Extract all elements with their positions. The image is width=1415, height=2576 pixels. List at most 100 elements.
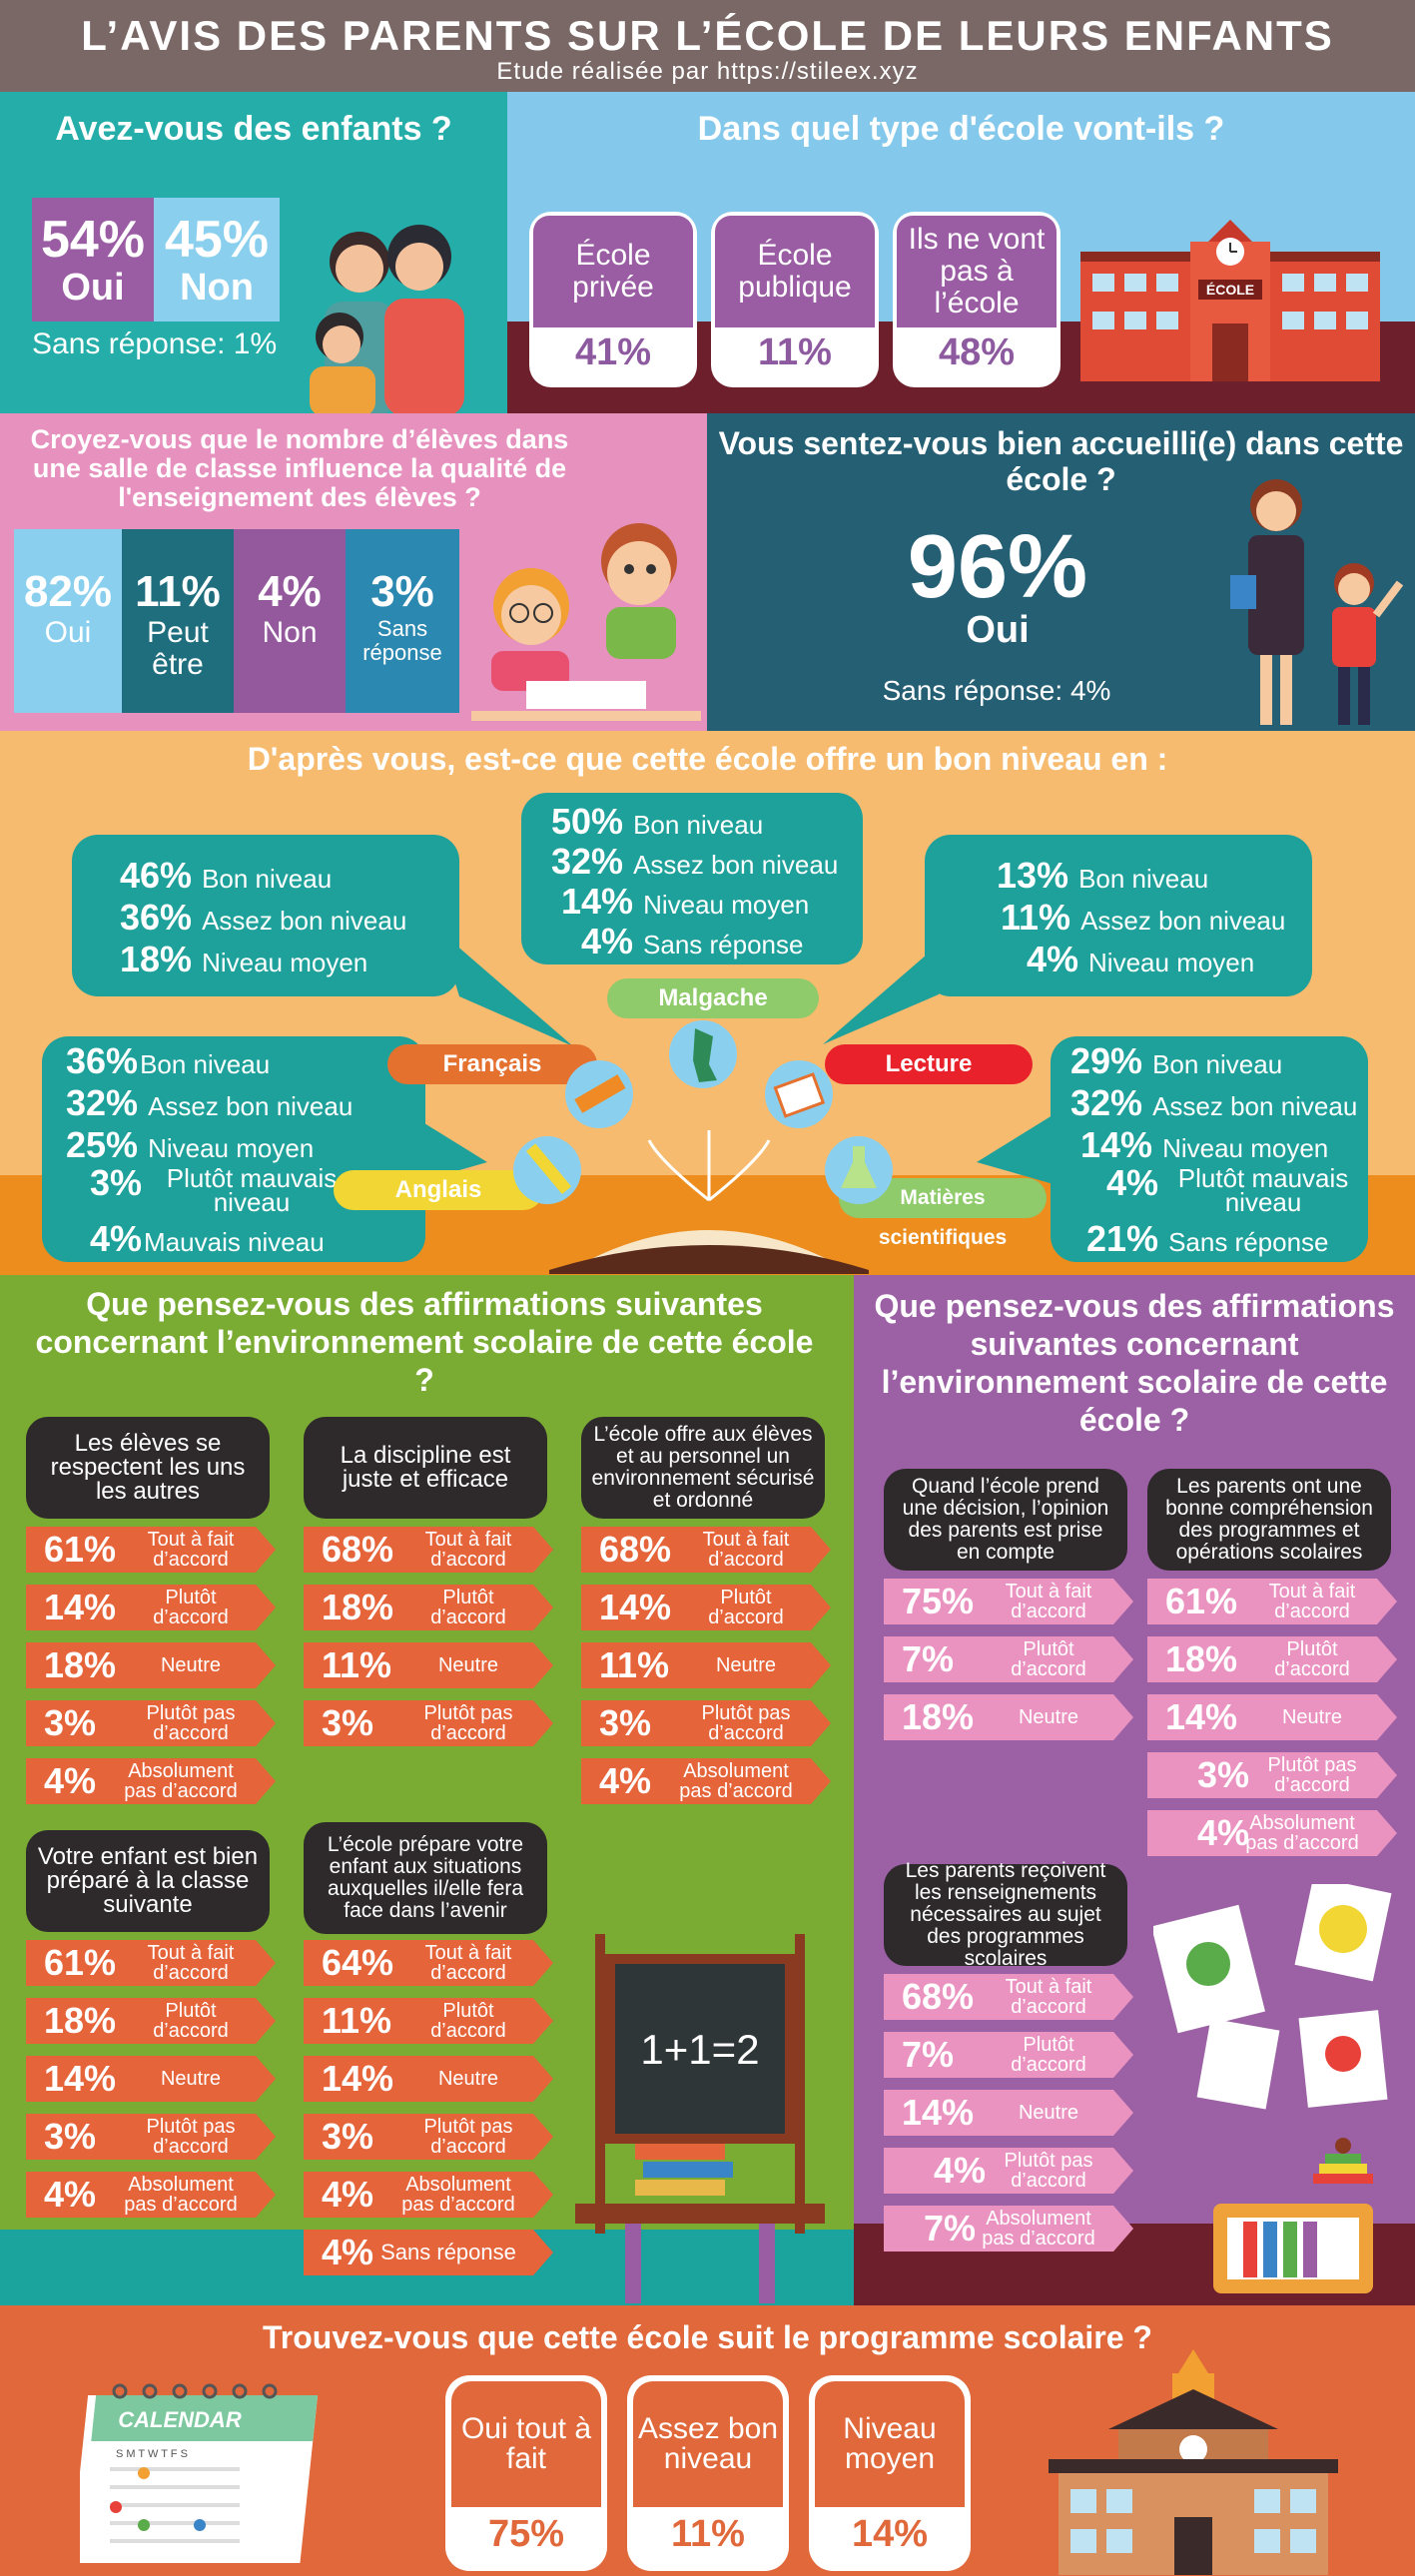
school-public-pct: 11%	[758, 331, 832, 373]
sciences-line-5: 21% Sans réponse	[1086, 1218, 1329, 1259]
class-size-sans-reponse-pct: 3%	[370, 567, 434, 616]
school-private-label: École privée	[533, 216, 693, 327]
class-size-non-pct: 4%	[258, 567, 322, 616]
class-size-sans-reponse-label: Sans réponse	[362, 616, 442, 665]
programme-moyen-label: Niveau moyen	[815, 2381, 965, 2507]
env-green-q3-row-1: 68% Tout à fait d’accord	[581, 1527, 831, 1573]
env-purple-q3-row-2: 7% Plutôt d’accord	[884, 2032, 1133, 2078]
env-purple-q1: Quand l’école prend une décision, l’opin…	[884, 1469, 1127, 1571]
blackboard-illustration: 1+1=2	[575, 1934, 825, 2303]
env-green-q4-row-1: 61% Tout à fait d’accord	[26, 1940, 276, 1986]
malgache-pill: Malgache	[607, 978, 819, 1018]
env-purple-q2-row-4: 3% Plutôt pas d’accord	[1147, 1752, 1397, 1798]
francais-pill: Français	[387, 1044, 597, 1084]
children-no-label: Non	[180, 267, 254, 309]
lecture-line-1: 13% Bon niveau	[997, 855, 1209, 896]
env-purple-q2-row-1: 61% Tout à fait d’accord	[1147, 1579, 1397, 1624]
children-question: Avez-vous des enfants ?	[55, 110, 452, 148]
env-green-q2: La discipline est juste et efficace	[304, 1417, 547, 1519]
programme-oui-tag: Oui tout à fait 75%	[445, 2375, 607, 2571]
sciences-line-2: 32% Assez bon niveau	[1070, 1082, 1358, 1123]
school-type-question: Dans quel type d'école vont-ils ?	[697, 110, 1225, 148]
class-size-oui-label: Oui	[44, 616, 92, 649]
children-no-answer: Sans réponse: 1%	[32, 327, 278, 360]
env-green-q3-row-5: 4% Absolument pas d’accord	[581, 1758, 831, 1804]
sciences-bubble: 29% Bon niveau 32% Assez bon niveau 14% Niv…	[1051, 1036, 1368, 1262]
anglais-pill: Anglais	[334, 1170, 543, 1210]
env-green-q4: Votre enfant est bien préparé à la class…	[26, 1830, 270, 1932]
env-purple-q1-row-3: 18% Neutre	[884, 1694, 1133, 1740]
anglais-line-5: 4%Mauvais niveau	[90, 1218, 325, 1259]
env-purple-q3-row-1: 68% Tout à fait d’accord	[884, 1974, 1133, 2020]
school-public-tag: École publique 11%	[715, 216, 875, 383]
env-purple-q2-row-2: 18% Plutôt d’accord	[1147, 1636, 1397, 1682]
children-yes-box: 54% Oui	[32, 198, 154, 322]
welcome-question: Vous sentez-vous bien accueilli(e) dans …	[718, 425, 1404, 497]
env-green-q1-row-3: 18% Neutre	[26, 1642, 276, 1688]
env-green-q1-row-1: 61% Tout à fait d’accord	[26, 1527, 276, 1573]
anglais-bubble: 36%Bon niveau 32% Assez bon niveau 25% Niv…	[42, 1036, 425, 1262]
welcome-pct: 96%	[907, 517, 1088, 617]
page-subtitle: Etude réalisée par https://stileex.xyz	[496, 58, 919, 85]
malgache-bubble: 50% Bon niveau 32% Assez bon niveau 14% Niv…	[521, 793, 863, 965]
malgache-line-4: 4% Sans réponse	[581, 921, 804, 962]
programme-question: Trouvez-vous que cette école suit le pro…	[263, 2319, 1152, 2355]
lecture-bubble: 13% Bon niveau 11% Assez bon niveau 4% Nive…	[925, 835, 1312, 996]
francais-line-3: 18% Niveau moyen	[120, 939, 368, 979]
env-green-q1-row-4: 3% Plutôt pas d’accord	[26, 1700, 276, 1746]
class-size-non-label: Non	[262, 616, 318, 649]
programme-moyen-pct: 14%	[851, 2513, 929, 2555]
env-green-q1-row-5: 4% Absolument pas d’accord	[26, 1758, 276, 1804]
anglais-line-4: 3% Plutôt mauvais niveau	[90, 1162, 338, 1217]
env-green-q5-row-1: 64% Tout à fait d’accord	[304, 1940, 553, 1986]
env-green-q2-row-2: 18% Plutôt d’accord	[304, 1585, 553, 1630]
level-panel: D'après vous, est-ce que cette école off…	[0, 731, 1415, 1275]
env-green-q1-row-2: 14% Plutôt d’accord	[26, 1585, 276, 1630]
lecture-bubble-tail	[823, 929, 957, 1044]
school-none-pct: 48%	[938, 331, 1016, 373]
env-green-q3-row-3: 11% Neutre	[581, 1642, 831, 1688]
children-yes-label: Oui	[61, 267, 125, 309]
lecture-line-3: 4% Niveau moyen	[1027, 939, 1255, 979]
calendar-icon: CALENDAR S M T W T F S	[80, 2383, 319, 2563]
env-green-q2-row-1: 68% Tout à fait d’accord	[304, 1527, 553, 1573]
teacher-student-illustration	[1230, 479, 1404, 725]
programme-assez-label: Assez bon niveau	[633, 2381, 783, 2507]
drawings-illustration	[1153, 1884, 1392, 2293]
malgache-line-2: 32% Assez bon niveau	[551, 841, 839, 882]
env-purple-q1-row-2: 7% Plutôt d’accord	[884, 1636, 1133, 1682]
children-yes-pct: 54%	[40, 211, 146, 269]
anglais-line-2: 32% Assez bon niveau	[66, 1082, 354, 1123]
malgache-line-1: 50% Bon niveau	[551, 801, 764, 842]
environment-green-panel: Que pensez-vous des affirmations suivant…	[0, 1275, 854, 2305]
school-none-tag: Ils ne vont pas à l’école 48%	[897, 216, 1057, 383]
anglais-line-1: 36%Bon niveau	[66, 1040, 271, 1081]
schoolhouse-illustration	[1049, 2349, 1338, 2575]
welcome-panel: Vous sentez-vous bien accueilli(e) dans …	[707, 413, 1415, 731]
malgache-line-3: 14% Niveau moyen	[561, 881, 810, 922]
env-green-q3-row-2: 14% Plutôt d’accord	[581, 1585, 831, 1630]
env-green-q2-row-4: 3% Plutôt pas d’accord	[304, 1700, 553, 1746]
header: L’AVIS DES PARENTS SUR L’ÉCOLE DE LEURS …	[0, 0, 1415, 92]
programme-assez-tag: Assez bon niveau 11%	[627, 2375, 789, 2571]
class-size-oui-pct: 82%	[23, 567, 113, 616]
env-purple-q3-row-4: 4% Plutôt pas d’accord	[884, 2148, 1133, 2194]
school-none-label: Ils ne vont pas à l’école	[897, 216, 1057, 327]
env-purple-q2-row-3: 14% Neutre	[1147, 1694, 1397, 1740]
programme-moyen-tag: Niveau moyen 14%	[809, 2375, 971, 2571]
school-private-pct: 41%	[574, 331, 652, 373]
school-sign: ÉCOLE	[1206, 282, 1254, 298]
env-purple-question: Que pensez-vous des affirmations suivant…	[874, 1288, 1395, 1438]
env-purple-q2-row-5: 4% Absolument pas d’accord	[1147, 1810, 1397, 1856]
programme-assez-pct: 11%	[671, 2513, 745, 2555]
kids-reading-illustration	[471, 523, 701, 721]
env-green-q3: L’école offre aux élèves et au personnel…	[581, 1417, 825, 1519]
lecture-line-2: 11% Assez bon niveau	[1001, 897, 1286, 938]
programme-oui-pct: 75%	[487, 2513, 565, 2555]
env-green-q3-row-4: 3% Plutôt pas d’accord	[581, 1700, 831, 1746]
env-green-q5-row-2: 11% Plutôt d’accord	[304, 1998, 553, 2044]
env-green-q5-row-6: 4% Sans réponse	[304, 2230, 553, 2275]
school-public-label: École publique	[715, 216, 875, 327]
school-building-illustration: ÉCOLE	[1080, 220, 1380, 381]
env-green-q5-row-3: 14% Neutre	[304, 2056, 553, 2102]
